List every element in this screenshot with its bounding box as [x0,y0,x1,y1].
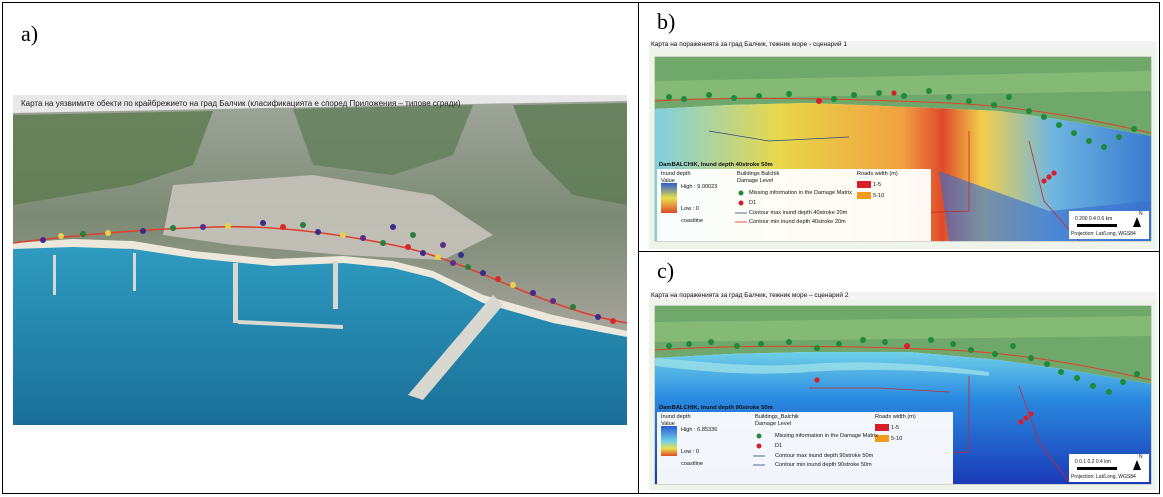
legend-depth-header: Inund depth [661,171,691,177]
photo-caption: Карта на уязвимите обекти по крайбрежиет… [21,99,461,108]
legend-depth-header: Inund depth [661,414,691,420]
legend-shoreline: coastline [681,218,704,224]
aerial-photo-balchik: Карта на уязвимите обекти по крайбрежиет… [13,95,627,425]
legend-contour-1: Contour max inund depth 90stroke 50m [775,453,874,459]
legend-d1: D1 [749,200,757,206]
legend-buildings-header: Buildings Balchik [737,171,780,177]
map-c-graphic [649,300,1157,490]
legend-contour-2: Contour min inund depth 40stroke 20m [749,219,846,225]
map-c-legend: Inund depth Value High : 6.85336 Low : 0… [657,413,953,483]
panel-b: b) [639,3,1159,252]
legend-roads-header: Roads width (m) [857,171,898,177]
legend-high: High : 9.00023 [681,184,718,190]
legend-low: Low : 0 [681,206,700,212]
map-c-title: Карта на пораженията за град Балчик, теж… [651,292,849,299]
projection-text: Projection: Lat/Long, WGS84 [1071,474,1136,480]
scale-text: 0 0.1 0.2 0.4 km [1075,459,1111,465]
panel-b-letter: b) [657,9,676,34]
building-markers [40,220,616,324]
legend-road-2: 5-10 [891,436,903,442]
legend-road-2: 5-10 [873,193,885,199]
legend-shoreline: coastline [681,461,704,467]
legend-damage-level: Damage Level [737,178,774,184]
map-c-scale: 0 0.1 0.2 0.4 km N Projection: Lat/Long,… [1069,454,1149,482]
legend-value-label: Value [661,178,675,184]
panel-a: a) [3,3,639,493]
legend-road-1: 1-5 [891,425,900,431]
scale-text: 0 200 0.4 0.6 km [1075,216,1113,222]
map-b-title: Карта на пораженията за град Балчик, теж… [651,41,847,48]
map-b-legend: Inund depth Value High : 9.00023 Low : 0… [657,170,931,240]
projection-text: Projection: Lat/Long, WGS84 [1071,231,1136,237]
inundation-map-scenario-1: Карта на пораженията за град Балчик, теж… [649,41,1157,249]
map-b-scale: 0 200 0.4 0.6 km N Projection: Lat/Long,… [1069,211,1149,239]
legend-contour-1: Contour max inund depth 40stroke 20m [749,210,848,216]
legend-missing: Missing information in the Damage Matrix [775,433,878,439]
map-b-building-markers [666,88,1137,184]
inundation-map-scenario-2: Карта на пораженията за град Балчик, теж… [649,292,1157,490]
north-arrow-label: N [1139,454,1143,460]
panel-c: c) [639,252,1159,493]
legend-damage-level: Damage Level [755,421,792,427]
legend-low: Low : 0 [681,449,700,455]
map-b-graphic [649,49,1157,249]
legend-contour-2: Contour min inund depth 90stroke 50m [775,462,872,468]
legend-buildings-header: Buildings_Balchik [755,414,799,420]
aerial-photo-graphic [13,95,627,425]
north-arrow-label: N [1139,211,1143,217]
panel-a-letter: a) [21,21,39,46]
map-c-building-markers [666,337,1140,425]
legend-roads-header: Roads width (m) [875,414,916,420]
legend-d1: D1 [775,443,783,449]
legend-high: High : 6.85336 [681,427,718,433]
legend-missing: Missing information in the Damage Matrix [749,190,852,196]
legend-value-label: Value [661,421,675,427]
panel-c-letter: c) [657,258,675,283]
map-b-layer-label: DamBALCHIK, Inund depth 40stroke 50m [659,162,773,168]
map-c-layer-label: DamBALCHIK, Inund depth 90stroke 50m [659,405,773,411]
legend-road-1: 1-5 [873,182,882,188]
